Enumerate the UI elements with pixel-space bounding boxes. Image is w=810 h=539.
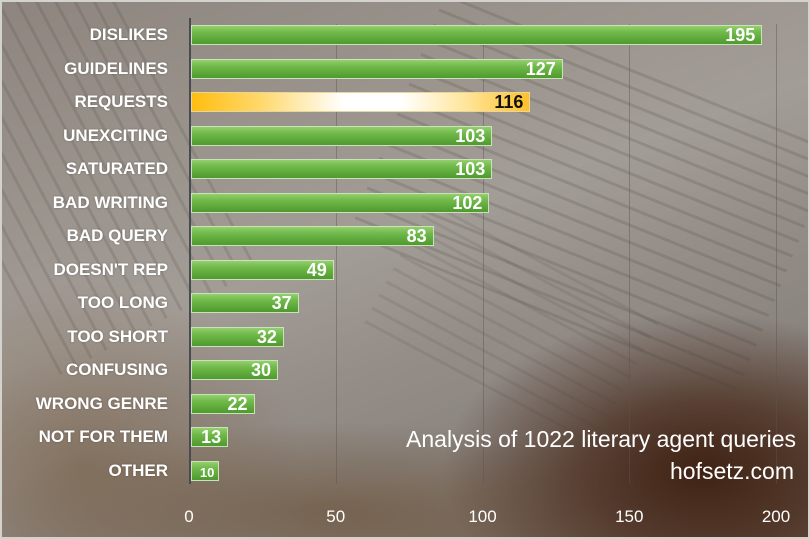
category-label: DISLIKES	[89, 25, 168, 44]
bar-value-label: 22	[227, 393, 248, 414]
bar-value-label: 30	[251, 360, 272, 380]
highlighted-bar: 116	[191, 92, 531, 112]
category-label: BAD QUERY	[66, 226, 168, 245]
x-tick-label: 200	[761, 507, 791, 526]
bar: 22	[191, 393, 255, 414]
source-credit: hofsetz.com	[670, 458, 794, 484]
bar-row: CONFUSING 30	[2, 360, 808, 382]
category-label: DOESN'T REP	[53, 259, 168, 279]
bar-row: WRONG GENRE 22	[2, 393, 808, 416]
bar: 195	[191, 25, 763, 45]
bar: 102	[191, 192, 490, 213]
bar-row: DOESN'T REP 49	[2, 259, 808, 282]
bar-value-label: 103	[455, 125, 486, 146]
bar: 30	[191, 360, 279, 380]
x-tick-label: 100	[468, 507, 497, 526]
bar-row: UNEXCITING 103	[2, 125, 808, 148]
category-label: TOO LONG	[77, 293, 168, 312]
category-label: BAD WRITING	[52, 192, 168, 212]
category-label: REQUESTS	[74, 92, 168, 111]
category-label: SATURATED	[65, 159, 168, 178]
bar: 103	[191, 125, 493, 146]
gridline	[776, 24, 777, 484]
bar: 49	[191, 259, 334, 280]
bar: 10	[191, 460, 220, 481]
bar-value-label: 102	[452, 192, 483, 213]
bar-row: SATURATED 103	[2, 159, 808, 181]
bar: 127	[191, 58, 563, 79]
bar-value-label: 195	[725, 25, 756, 45]
category-label: CONFUSING	[66, 360, 168, 379]
bar: 37	[191, 293, 299, 313]
gridline	[335, 24, 337, 484]
x-tick-label: 150	[615, 507, 644, 526]
bar-value-label: 49	[306, 259, 327, 280]
bar-row: TOO LONG 37	[2, 293, 808, 315]
x-tick-label: 0	[184, 507, 194, 526]
y-axis-line	[189, 18, 191, 484]
x-tick-label: 50	[326, 507, 346, 526]
bar: 32	[191, 326, 284, 347]
gridline	[482, 24, 484, 484]
bar-row: DISLIKES 195	[2, 25, 808, 47]
gridline	[629, 24, 631, 484]
bar: 103	[191, 159, 493, 179]
bar: 13	[191, 427, 229, 447]
chart-annotation: Analysis of 1022 literary agent queries	[406, 426, 796, 452]
bar-row: REQUESTS 116	[2, 92, 808, 114]
bar-row: NOT FOR THEM 13	[2, 427, 808, 449]
bar-value-label: 10	[199, 464, 215, 480]
bar-row: BAD QUERY 83	[2, 226, 808, 248]
bar: 83	[191, 226, 434, 246]
bar-value-label: 37	[271, 293, 292, 313]
category-label: OTHER	[108, 460, 169, 480]
bar-row: GUIDELINES 127	[2, 58, 808, 81]
bar-value-label: 32	[256, 326, 277, 347]
category-label: NOT FOR THEM	[38, 427, 168, 446]
bar-value-label: 83	[406, 226, 427, 246]
bar-row: OTHER 10	[2, 460, 808, 483]
bar-row: TOO SHORT 32	[2, 326, 808, 349]
category-label: WRONG GENRE	[35, 393, 168, 413]
category-label: GUIDELINES	[64, 58, 168, 78]
category-label: UNEXCITING	[63, 125, 168, 145]
bar-row: BAD WRITING 102	[2, 192, 808, 215]
category-label: TOO SHORT	[67, 326, 168, 346]
bar-value-label: 103	[455, 159, 486, 179]
bar-value-label: 13	[201, 427, 222, 447]
bar-value-label: 127	[525, 58, 556, 79]
background-texture	[2, 2, 264, 375]
bar-value-label: 116	[494, 92, 524, 112]
